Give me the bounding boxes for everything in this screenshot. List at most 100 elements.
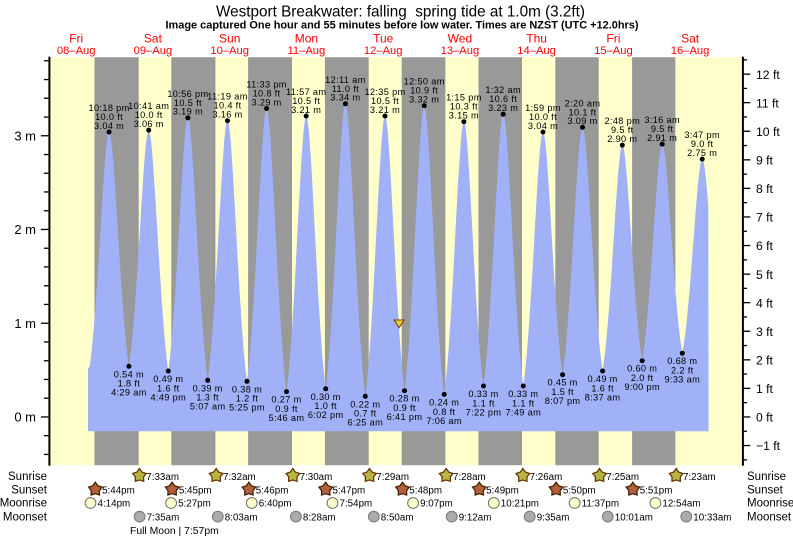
svg-text:2.75 m: 2.75 m xyxy=(687,148,717,158)
svg-text:7:06 am: 7:06 am xyxy=(426,416,462,426)
svg-text:3.19 m: 3.19 m xyxy=(173,107,203,117)
svg-text:11:57 am: 11:57 am xyxy=(286,87,326,97)
svg-text:6 ft: 6 ft xyxy=(756,239,774,253)
svg-text:10–Aug: 10–Aug xyxy=(210,45,249,57)
svg-text:2.0 ft: 2.0 ft xyxy=(631,373,654,383)
svg-text:3:16 am: 3:16 am xyxy=(644,115,680,125)
svg-text:0.7 ft: 0.7 ft xyxy=(354,409,377,419)
svg-text:9.5 ft: 9.5 ft xyxy=(611,125,634,135)
svg-text:10.0 ft: 10.0 ft xyxy=(529,112,557,122)
svg-text:9:12am: 9:12am xyxy=(459,513,492,524)
svg-text:Sunset: Sunset xyxy=(11,484,48,496)
svg-text:12:11 am: 12:11 am xyxy=(325,75,365,85)
svg-text:Full Moon | 7:57pm: Full Moon | 7:57pm xyxy=(130,526,219,537)
svg-text:6:41 pm: 6:41 pm xyxy=(387,412,423,422)
svg-text:8 ft: 8 ft xyxy=(756,182,774,196)
svg-text:10:18 pm: 10:18 pm xyxy=(89,103,130,113)
svg-text:4:49 pm: 4:49 pm xyxy=(150,392,186,402)
svg-text:15–Aug: 15–Aug xyxy=(594,45,633,57)
svg-text:7:22 pm: 7:22 pm xyxy=(466,407,502,417)
svg-text:0.24 m: 0.24 m xyxy=(429,397,459,407)
svg-text:9.5 ft: 9.5 ft xyxy=(651,124,674,134)
svg-text:3:47 pm: 3:47 pm xyxy=(684,130,720,140)
svg-text:0.33 m: 0.33 m xyxy=(468,389,498,399)
svg-text:7:25am: 7:25am xyxy=(606,472,639,483)
svg-text:Westport Breakwater: falling: Westport Breakwater: falling spring tide… xyxy=(216,4,585,21)
svg-text:7:35am: 7:35am xyxy=(147,513,180,524)
svg-text:3.21 m: 3.21 m xyxy=(291,105,321,115)
svg-text:3.21 m: 3.21 m xyxy=(370,105,400,115)
svg-text:10:41 am: 10:41 am xyxy=(128,101,169,111)
svg-text:5 ft: 5 ft xyxy=(756,268,774,282)
svg-text:5:50pm: 5:50pm xyxy=(563,485,596,496)
svg-text:1.1 ft: 1.1 ft xyxy=(472,398,495,408)
svg-text:11:33 pm: 11:33 pm xyxy=(246,80,286,90)
svg-text:4 ft: 4 ft xyxy=(756,296,774,310)
svg-text:13–Aug: 13–Aug xyxy=(441,45,480,57)
svg-text:9 ft: 9 ft xyxy=(756,154,774,168)
svg-text:09–Aug: 09–Aug xyxy=(134,45,173,57)
svg-text:0 m: 0 m xyxy=(14,410,36,425)
svg-text:1:15 pm: 1:15 pm xyxy=(446,93,482,103)
svg-text:4:29 am: 4:29 am xyxy=(111,388,147,398)
svg-text:8:03am: 8:03am xyxy=(225,513,258,524)
svg-text:Moonset: Moonset xyxy=(747,512,792,524)
svg-text:5:45pm: 5:45pm xyxy=(179,485,212,496)
svg-text:2.90 m: 2.90 m xyxy=(607,134,637,144)
svg-text:9.0 ft: 9.0 ft xyxy=(691,139,714,149)
svg-text:11 ft: 11 ft xyxy=(756,96,779,110)
svg-text:1 m: 1 m xyxy=(14,316,36,331)
svg-text:0.9 ft: 0.9 ft xyxy=(393,403,416,413)
svg-text:−1 ft: −1 ft xyxy=(756,439,781,453)
svg-text:10 ft: 10 ft xyxy=(756,125,780,139)
svg-text:3.34 m: 3.34 m xyxy=(330,93,360,103)
svg-text:16–Aug: 16–Aug xyxy=(671,45,710,57)
svg-text:3 m: 3 m xyxy=(14,128,36,143)
svg-text:0.60 m: 0.60 m xyxy=(627,364,657,374)
svg-text:0.39 m: 0.39 m xyxy=(193,383,223,393)
svg-text:10.5 ft: 10.5 ft xyxy=(371,96,399,106)
svg-text:6:25 am: 6:25 am xyxy=(347,418,383,428)
svg-text:2:48 pm: 2:48 pm xyxy=(604,116,640,126)
svg-text:9:07pm: 9:07pm xyxy=(420,499,453,510)
svg-text:10:01am: 10:01am xyxy=(615,513,653,524)
svg-text:7:54pm: 7:54pm xyxy=(340,499,373,510)
svg-text:7:28am: 7:28am xyxy=(453,472,486,483)
svg-text:7 ft: 7 ft xyxy=(756,211,774,225)
svg-text:1.2 ft: 1.2 ft xyxy=(236,394,259,404)
svg-text:0.49 m: 0.49 m xyxy=(588,374,618,384)
svg-text:7:33am: 7:33am xyxy=(146,472,179,483)
svg-text:10:33am: 10:33am xyxy=(693,513,731,524)
svg-text:5:49pm: 5:49pm xyxy=(486,485,519,496)
svg-text:Sunset: Sunset xyxy=(747,484,784,496)
svg-text:5:51pm: 5:51pm xyxy=(640,485,673,496)
svg-text:10.5 ft: 10.5 ft xyxy=(292,96,320,106)
svg-text:2 ft: 2 ft xyxy=(756,354,774,368)
svg-text:1:32 am: 1:32 am xyxy=(485,85,521,95)
svg-text:10.6 ft: 10.6 ft xyxy=(489,94,517,104)
svg-text:5:07 am: 5:07 am xyxy=(190,402,226,412)
svg-text:0.30 m: 0.30 m xyxy=(311,392,341,402)
svg-text:5:27pm: 5:27pm xyxy=(178,499,211,510)
svg-text:10:56 pm: 10:56 pm xyxy=(167,89,208,99)
svg-text:1.8 ft: 1.8 ft xyxy=(118,379,141,389)
svg-text:7:49 am: 7:49 am xyxy=(505,407,541,417)
svg-text:0.54 m: 0.54 m xyxy=(114,369,144,379)
svg-text:10.5 ft: 10.5 ft xyxy=(174,98,202,108)
svg-text:0.68 m: 0.68 m xyxy=(667,356,697,366)
svg-text:2:20 am: 2:20 am xyxy=(565,98,601,108)
svg-text:6:40pm: 6:40pm xyxy=(259,499,292,510)
svg-text:3.09 m: 3.09 m xyxy=(567,116,597,126)
svg-text:10.0 ft: 10.0 ft xyxy=(135,110,163,120)
svg-text:Fri: Fri xyxy=(69,31,83,45)
svg-text:7:29am: 7:29am xyxy=(376,472,409,483)
svg-text:Sat: Sat xyxy=(144,31,163,45)
svg-text:3.32 m: 3.32 m xyxy=(409,95,439,105)
svg-text:3.04 m: 3.04 m xyxy=(94,121,124,131)
svg-text:3.15 m: 3.15 m xyxy=(449,111,479,121)
svg-text:10:21pm: 10:21pm xyxy=(501,499,539,510)
svg-text:Moonrise: Moonrise xyxy=(747,498,793,510)
svg-text:5:47pm: 5:47pm xyxy=(333,485,366,496)
svg-text:10.8 ft: 10.8 ft xyxy=(253,89,281,99)
svg-text:8:07 pm: 8:07 pm xyxy=(545,396,581,406)
